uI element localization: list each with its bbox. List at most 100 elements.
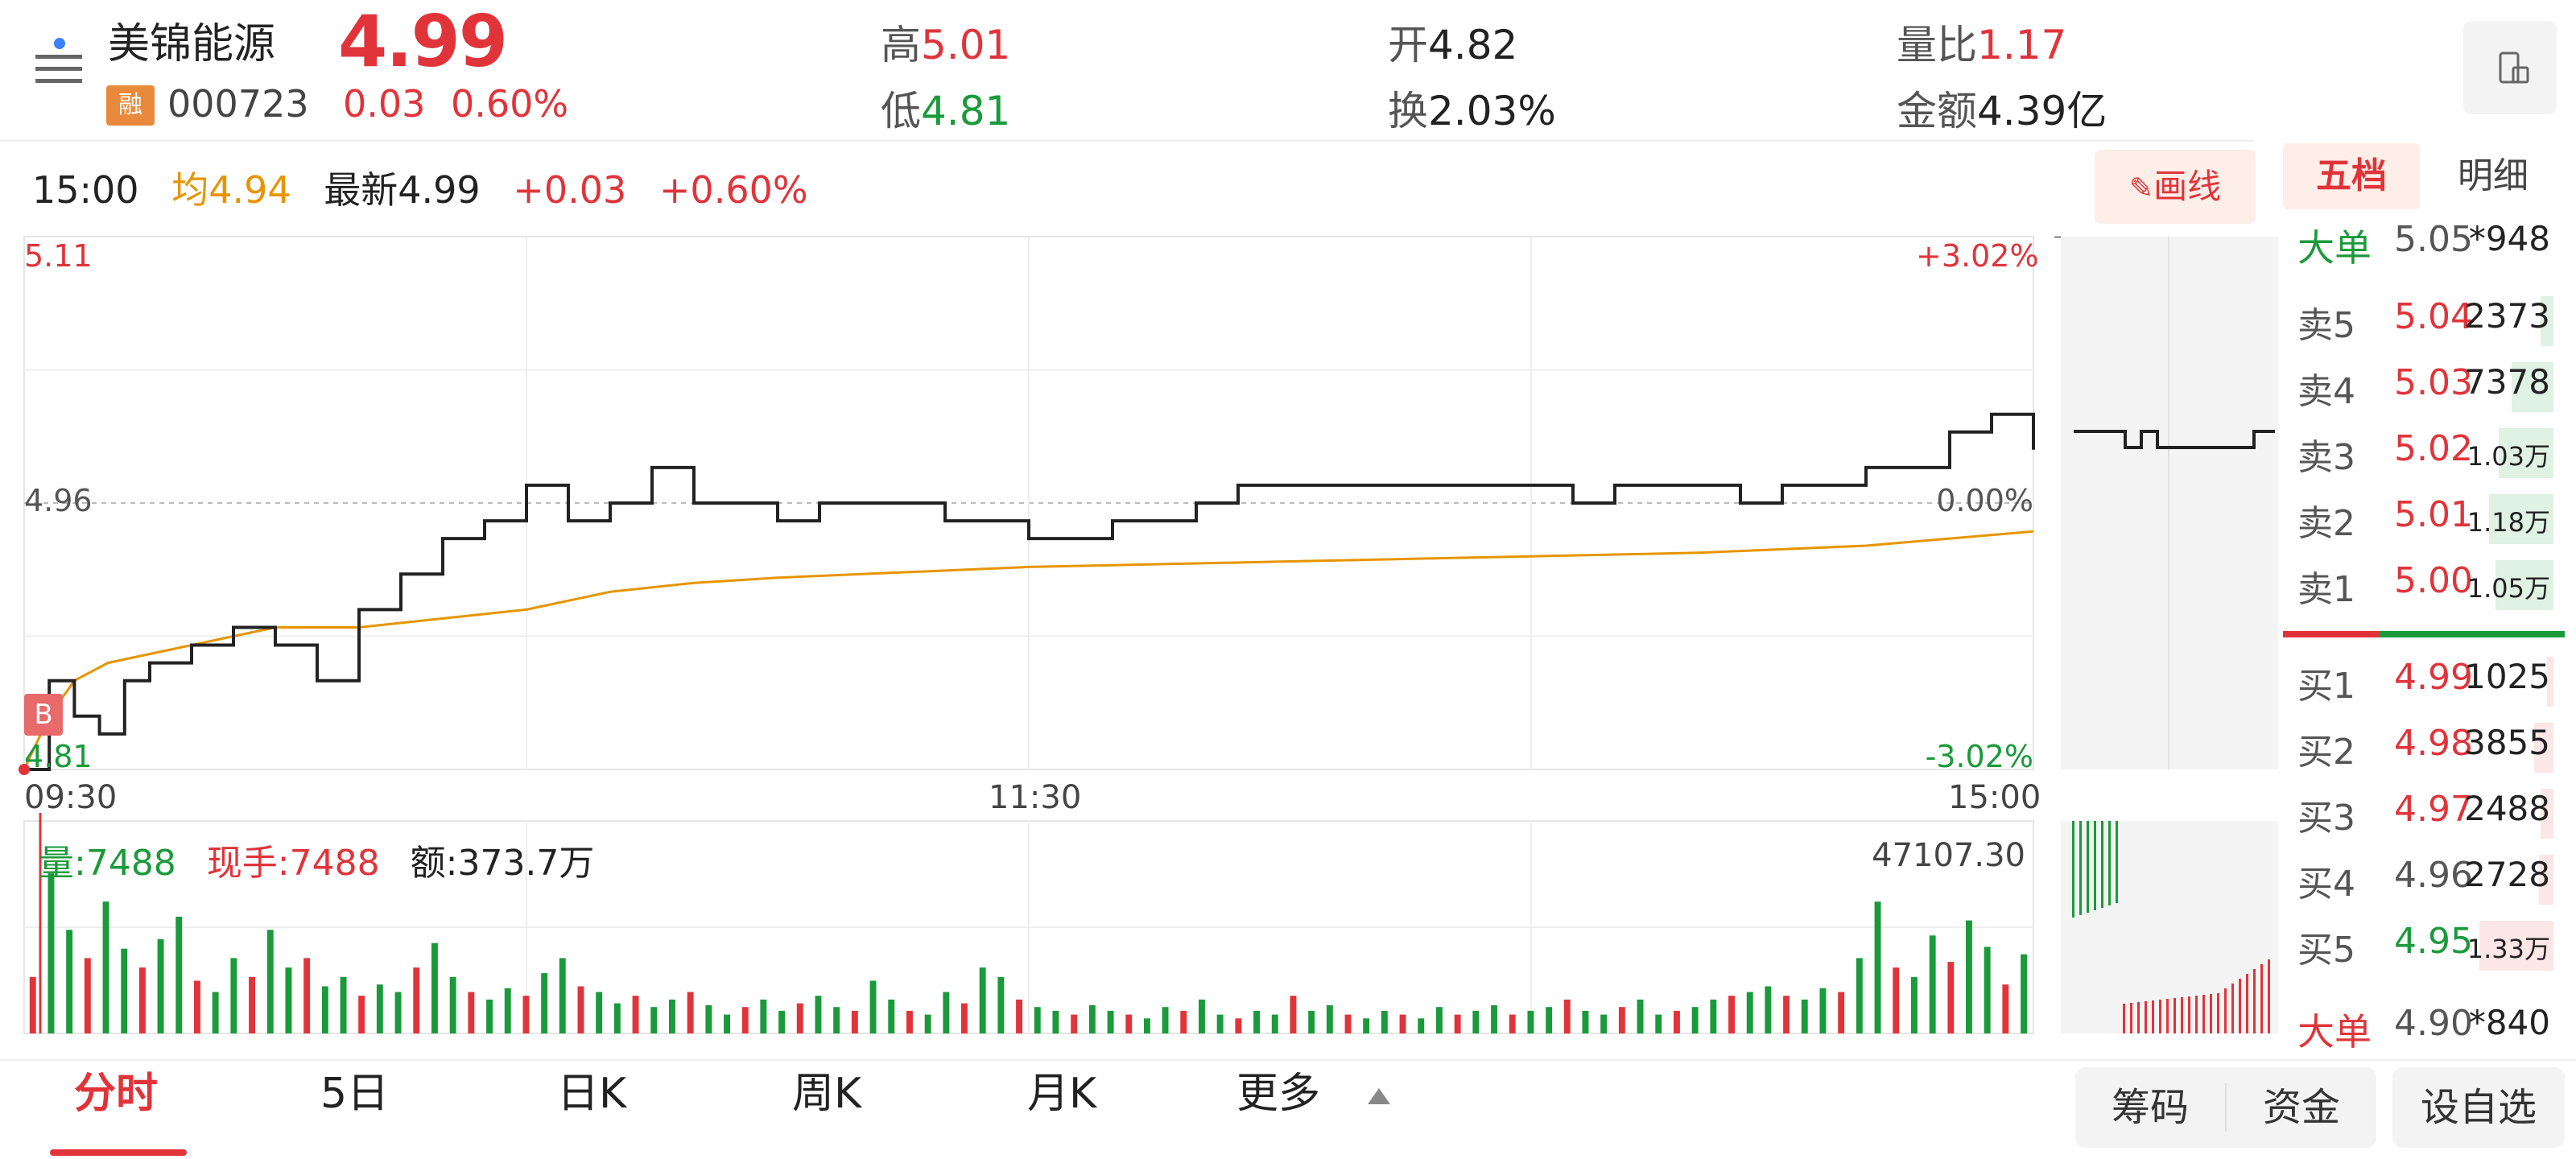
volume-bar xyxy=(175,916,183,1033)
tab-details[interactable]: 明细 xyxy=(2458,155,2529,196)
volume-bar xyxy=(1674,1010,1680,1033)
price-mid-label: 4.96 xyxy=(24,483,93,518)
volume-bar xyxy=(376,984,383,1033)
bid-volume-bar xyxy=(2534,723,2553,773)
chip-distribution-button[interactable]: 筹码 xyxy=(2111,1085,2189,1130)
volume-bar xyxy=(1637,999,1644,1033)
volume-bar xyxy=(230,958,237,1033)
volume-bar xyxy=(1180,1010,1187,1033)
volume-bar xyxy=(669,999,675,1033)
volume-bar xyxy=(1491,1004,1497,1033)
volume-bar xyxy=(724,1014,730,1033)
auction-volume-bar xyxy=(2145,1001,2147,1033)
volume-bar xyxy=(1271,1014,1278,1033)
ask-volume: 1.03万 xyxy=(2467,441,2550,472)
ask-price: 5.04 xyxy=(2394,296,2473,337)
tab-5day[interactable]: 5日 xyxy=(320,1070,390,1118)
buy-marker[interactable]: B xyxy=(24,694,63,736)
volume-bar xyxy=(1418,1018,1425,1033)
ask-volume: 1.18万 xyxy=(2467,507,2550,538)
last-price: 4.99 xyxy=(338,0,508,83)
volume-bar xyxy=(741,1007,749,1033)
volume-bar xyxy=(888,999,895,1033)
volume-bar xyxy=(577,986,584,1033)
sell-buy-divider-green xyxy=(2380,631,2565,637)
bid-label: 买4 xyxy=(2297,864,2355,905)
stock-name: 美锦能源 xyxy=(108,20,276,68)
volume-bar xyxy=(1016,999,1022,1033)
volume-bar xyxy=(851,1010,858,1033)
tab-weekly-k[interactable]: 周K xyxy=(792,1070,862,1118)
bid-row: 买2 4.98 3855 xyxy=(2283,715,2565,781)
volume-bar xyxy=(705,1004,712,1033)
ask-price: 5.00 xyxy=(2394,560,2473,601)
draw-line-button[interactable]: ✎画线 xyxy=(2095,150,2256,224)
auction-volume-bar xyxy=(2123,1004,2125,1033)
bid-volume: 2488 xyxy=(2464,789,2550,828)
auction-volume-bar xyxy=(2152,1000,2154,1033)
volume-bar xyxy=(1253,1010,1260,1033)
sell-buy-divider-red xyxy=(2283,631,2380,637)
tab-five-levels[interactable]: 五档 xyxy=(2283,143,2420,209)
pct-mid-label: 0.00% xyxy=(1936,483,2033,518)
auction-volume-bar xyxy=(2094,821,2096,910)
ask-row: 卖4 5.03 7378 xyxy=(2283,354,2565,420)
volume-bar xyxy=(1527,1010,1534,1033)
volume-bar xyxy=(778,1010,785,1033)
ask-row: 卖3 5.02 1.03万 xyxy=(2283,420,2565,486)
bid-row: 买1 4.99 1025 xyxy=(2283,649,2565,715)
menu-icon[interactable] xyxy=(32,35,85,89)
bid-volume: 1025 xyxy=(2464,657,2550,696)
auction-volume-bar xyxy=(2210,994,2212,1033)
volume-bar xyxy=(1710,999,1717,1033)
volume-bar xyxy=(997,976,1005,1033)
volume-bar xyxy=(449,976,456,1033)
time-mid-label: 11:30 xyxy=(989,779,1082,816)
volume-bar xyxy=(358,996,365,1033)
tab-intraday[interactable]: 分时 xyxy=(74,1070,159,1118)
stat-amount: 金额4.39亿 xyxy=(1897,88,2107,134)
volume-bar xyxy=(979,967,986,1033)
auction-volume-bar xyxy=(2246,974,2248,1033)
auction-volume-bar xyxy=(2239,979,2241,1033)
rotate-screen-button[interactable] xyxy=(2463,21,2557,114)
tab-monthly-k[interactable]: 月K xyxy=(1027,1070,1097,1118)
ask-volume-bar xyxy=(2496,560,2553,610)
volume-bar xyxy=(1947,962,1955,1033)
volume-bar xyxy=(906,1010,913,1033)
tab-daily-k[interactable]: 日K xyxy=(557,1070,627,1118)
ask-price: 5.03 xyxy=(2394,362,2473,403)
bid-label: 买5 xyxy=(2297,930,2355,971)
volume-bar xyxy=(943,992,950,1033)
intraday-chart[interactable] xyxy=(0,225,2061,1046)
max-volume-label: 47107.30 xyxy=(1872,837,2025,874)
big-sell-row: 大单 5.05 *948 xyxy=(2297,219,2550,270)
volume-bar xyxy=(687,992,694,1033)
volume-bar xyxy=(1199,999,1205,1033)
price-high-label: 5.11 xyxy=(24,238,93,274)
volume-bar xyxy=(1728,996,1735,1033)
tab-more[interactable]: 更多 xyxy=(1236,1059,1392,1120)
volume-bar xyxy=(1290,996,1297,1033)
auction-volume-bar xyxy=(2181,997,2183,1033)
volume-bar xyxy=(1618,1007,1625,1033)
fund-flow-button[interactable]: 资金 xyxy=(2262,1085,2340,1130)
ask-label: 卖1 xyxy=(2297,569,2355,610)
auction-volume-bar xyxy=(2116,821,2118,903)
volume-bar xyxy=(1509,1014,1516,1033)
volume-bar xyxy=(212,992,219,1033)
bid-label: 买2 xyxy=(2297,732,2355,773)
volume-bar xyxy=(1838,992,1845,1033)
auction-volume-bar xyxy=(2137,1002,2140,1033)
bottom-divider xyxy=(0,1059,2576,1061)
volume-bar xyxy=(340,976,347,1033)
volume-bar xyxy=(431,942,438,1033)
bid-price: 4.96 xyxy=(2394,855,2473,896)
add-watchlist-button[interactable]: 设自选 xyxy=(2392,1067,2565,1148)
chart-info-line: 15:00 均4.94 最新4.99 +0.03 +0.60% xyxy=(32,168,808,212)
volume-bar xyxy=(1563,999,1571,1033)
volume-bar xyxy=(1984,947,1991,1033)
volume-bar xyxy=(596,992,603,1033)
price-line xyxy=(24,412,2035,771)
ask-volume: 1.05万 xyxy=(2467,573,2550,604)
